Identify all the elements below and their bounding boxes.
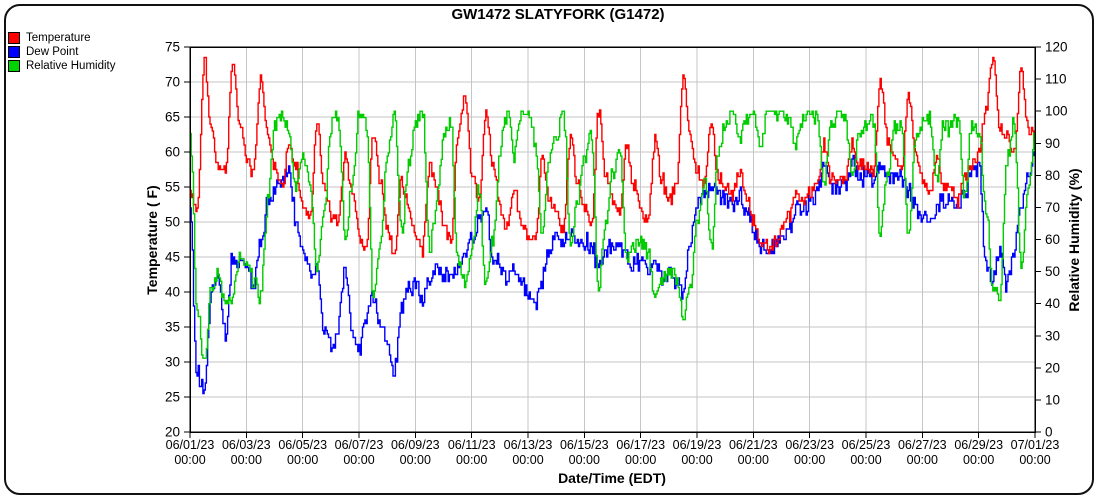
relative-humidity-swatch-icon (8, 60, 20, 72)
svg-text:30: 30 (1045, 328, 1060, 343)
svg-text:45: 45 (165, 250, 180, 265)
svg-text:50: 50 (165, 215, 180, 230)
svg-text:35: 35 (165, 320, 180, 335)
svg-text:00:00: 00:00 (456, 453, 487, 467)
svg-text:00:00: 00:00 (569, 453, 600, 467)
svg-text:06/13/23: 06/13/23 (504, 438, 553, 452)
legend-label-temperature: Temperature (26, 32, 91, 44)
svg-text:00:00: 00:00 (738, 453, 769, 467)
dew-point-swatch-icon (8, 46, 20, 58)
svg-text:90: 90 (1045, 136, 1060, 151)
svg-text:00:00: 00:00 (963, 453, 994, 467)
legend-label-relative-humidity: Relative Humidity (26, 60, 116, 72)
svg-text:70: 70 (165, 75, 180, 90)
svg-text:06/01/23: 06/01/23 (166, 438, 215, 452)
svg-text:0: 0 (1045, 425, 1053, 440)
x-axis-title: Date/Time (EDT) (558, 470, 666, 486)
svg-text:00:00: 00:00 (287, 453, 318, 467)
svg-text:06/11/23: 06/11/23 (448, 438, 496, 452)
svg-text:00:00: 00:00 (794, 453, 825, 467)
svg-text:60: 60 (1045, 232, 1060, 247)
svg-text:00:00: 00:00 (174, 453, 205, 467)
svg-text:06/27/23: 06/27/23 (898, 438, 947, 452)
svg-text:50: 50 (1045, 264, 1060, 279)
svg-text:30: 30 (165, 355, 180, 370)
svg-text:00:00: 00:00 (681, 453, 712, 467)
svg-text:120: 120 (1045, 40, 1068, 55)
svg-text:110: 110 (1045, 72, 1067, 87)
svg-text:75: 75 (165, 40, 180, 55)
svg-text:40: 40 (165, 285, 180, 300)
svg-text:60: 60 (165, 145, 180, 160)
gridlines (190, 47, 1035, 432)
svg-text:06/29/23: 06/29/23 (954, 438, 1003, 452)
legend-item-temperature: Temperature (8, 31, 115, 45)
svg-text:80: 80 (1045, 168, 1060, 183)
svg-text:40: 40 (1045, 296, 1060, 311)
data-series-lines (190, 56, 1036, 395)
svg-text:00:00: 00:00 (625, 453, 656, 467)
temperature-swatch-icon (8, 32, 20, 44)
svg-text:70: 70 (1045, 200, 1060, 215)
legend-item-relative-humidity: Relative Humidity (8, 59, 115, 73)
svg-text:20: 20 (165, 425, 180, 440)
svg-text:06/07/23: 06/07/23 (335, 438, 384, 452)
svg-text:06/09/23: 06/09/23 (391, 438, 440, 452)
legend-item-dew-point: Dew Point (8, 45, 115, 59)
svg-text:00:00: 00:00 (512, 453, 543, 467)
svg-text:06/23/23: 06/23/23 (785, 438, 834, 452)
svg-text:06/15/23: 06/15/23 (560, 438, 609, 452)
svg-text:00:00: 00:00 (400, 453, 431, 467)
svg-text:10: 10 (1045, 392, 1060, 407)
plot-border (189, 46, 1036, 433)
chart-title: GW1472 SLATYFORK (G1472) (451, 6, 665, 23)
svg-text:00:00: 00:00 (907, 453, 938, 467)
svg-text:06/19/23: 06/19/23 (673, 438, 722, 452)
legend-label-dew-point: Dew Point (26, 46, 79, 58)
svg-text:06/17/23: 06/17/23 (616, 438, 665, 452)
svg-text:07/01/23: 07/01/23 (1011, 438, 1060, 452)
svg-text:06/21/23: 06/21/23 (729, 438, 778, 452)
svg-text:20: 20 (1045, 360, 1060, 375)
axis-ticks-and-labels: 20 25 30 35 40 45 50 55 60 65 70 75 0 10 20 30 40 50 60 70 8… (165, 40, 1068, 468)
svg-text:100: 100 (1045, 104, 1068, 119)
svg-text:25: 25 (165, 390, 180, 405)
svg-text:00:00: 00:00 (1019, 453, 1050, 467)
svg-text:00:00: 00:00 (850, 453, 881, 467)
svg-text:06/25/23: 06/25/23 (842, 438, 891, 452)
svg-text:06/05/23: 06/05/23 (278, 438, 327, 452)
svg-text:00:00: 00:00 (231, 453, 262, 467)
svg-text:00:00: 00:00 (343, 453, 374, 467)
svg-text:65: 65 (165, 110, 180, 125)
svg-text:55: 55 (165, 180, 180, 195)
legend: Temperature Dew Point Relative Humidity (8, 31, 115, 73)
svg-text:06/03/23: 06/03/23 (222, 438, 271, 452)
